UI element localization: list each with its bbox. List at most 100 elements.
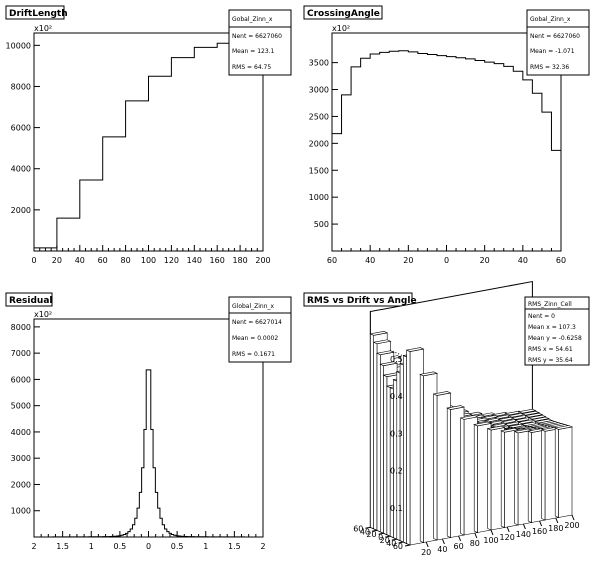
crossingangle-stats-name: Gobal_Zinn_x <box>530 16 571 23</box>
crossingangle-stats-box: Gobal_Zinn_x Nent = 6627060 Mean = -1.07… <box>526 9 590 76</box>
crossingangle-axes: 60 40 20 0 20 40 60 500 1000 1500 2000 2500 3000 3500 <box>309 59 566 265</box>
driftlength-title: DriftLength <box>9 9 68 19</box>
lego-bar-front <box>558 426 573 518</box>
crossingangle-x-tick-label: 40 <box>518 256 528 265</box>
residual-y-tick-label: 6000 <box>11 375 31 384</box>
lego-x-tick-label: 180 <box>548 524 563 533</box>
lego-bar-top <box>504 421 523 426</box>
crossingangle-y-tick-label: 1000 <box>309 193 329 202</box>
lego-bar-side <box>527 430 532 523</box>
lego-bar-side <box>389 387 394 539</box>
driftlength-stats-mean: Mean = 123.1 <box>232 48 275 55</box>
lego-x-tick-label: 160 <box>532 527 547 536</box>
lego-x-tick-label: 80 <box>470 539 480 548</box>
crossingangle-x-tick-label: 20 <box>480 256 490 265</box>
lego-bar-side <box>541 429 546 521</box>
lego-x-tick-label: 100 <box>483 536 498 545</box>
driftlength-y-tick-label: 2000 <box>11 206 31 215</box>
lego-z-tick-label: 0.3 <box>390 429 403 438</box>
lego-bar-side <box>386 385 391 537</box>
lego-x-tick-label: 40 <box>437 545 447 554</box>
lego-x-tick <box>506 526 510 533</box>
crossingangle-panel: CrossingAngle x10² 60 40 20 0 20 40 60 500 1000 1… <box>303 5 590 265</box>
residual-x-tick-label: 1.5 <box>56 542 69 551</box>
lego-z-tick-label: 0.2 <box>390 467 403 476</box>
driftlength-stats-box: Gobal_Zinn_x Nent = 6627060 Mean = 123.1… <box>228 9 292 76</box>
rms-lego-stats-name: RMS_Zinn_Cell <box>528 301 572 308</box>
lego-x-tick <box>474 532 478 539</box>
lego-bar-top <box>375 350 395 356</box>
lego-x-tick-label: 60 <box>454 542 464 551</box>
lego-x-tick <box>571 514 575 521</box>
driftlength-x-tick-label: 200 <box>255 256 270 265</box>
rms-lego-stats-mean-y: Mean y = -0.6258 <box>528 335 582 342</box>
lego-bar-top <box>486 425 506 431</box>
lego-bar-side <box>376 352 381 533</box>
lego-bar-side <box>460 417 465 536</box>
residual-x-tick-label: 1 <box>203 542 208 551</box>
driftlength-x-tick-label: 40 <box>75 256 85 265</box>
lego-bar-top <box>517 408 537 414</box>
lego-x-tick <box>441 538 445 545</box>
lego-bar-side <box>399 363 404 543</box>
lego-bar-side <box>554 427 559 518</box>
lego-x-tick <box>555 517 559 524</box>
lego-x-tick <box>490 529 494 536</box>
lego-bar-top <box>500 427 520 433</box>
lego-y-tick-label: 20 <box>380 536 390 545</box>
lego-bar-top <box>507 412 527 418</box>
driftlength-stats-entries: Nent = 6627060 <box>232 33 282 40</box>
lego-bar-top <box>513 428 533 434</box>
lego-y-tick <box>391 538 397 541</box>
lego-bar-top <box>540 427 560 432</box>
residual-title: Residual <box>9 296 52 306</box>
lego-bar-top <box>504 410 524 416</box>
lego-x-tick-label: 20 <box>421 548 431 557</box>
crossingangle-exponent: x10² <box>332 24 350 33</box>
crossingangle-histogram <box>331 50 562 251</box>
lego-bar-side <box>393 379 398 540</box>
residual-frame <box>33 318 264 538</box>
driftlength-x-tick-label: 160 <box>210 256 225 265</box>
driftlength-panel: DriftLength x10² 0 20 40 60 80 100 120 140 160 18… <box>5 5 292 265</box>
rms-lego-bars <box>369 331 574 546</box>
rms-lego-stats-rms-x: RMS x = 54.61 <box>528 346 573 353</box>
residual-y-tick-label: 8000 <box>11 323 31 332</box>
driftlength-title-box <box>5 5 65 20</box>
rms-lego-stats-rms-y: RMS y = 35.64 <box>528 357 573 364</box>
residual-x-tick-label: 2 <box>31 542 36 551</box>
driftlength-stats-rms: RMS = 64.75 <box>232 64 271 71</box>
rms-lego-title: RMS vs Drift vs Angle <box>307 296 417 306</box>
rms-lego-title-box <box>303 292 413 307</box>
lego-bar-side <box>403 355 408 544</box>
lego-bar-top <box>531 416 550 422</box>
residual-stats-rms: RMS = 0.1671 <box>232 351 275 358</box>
residual-y-tick-label: 1000 <box>11 507 31 516</box>
residual-stats-entries: Nent = 6627014 <box>232 319 282 326</box>
residual-stats-mean: Mean = 0.0002 <box>232 335 278 342</box>
residual-y-tick-label: 2000 <box>11 480 31 489</box>
rms-lego-stats-box: RMS_Zinn_Cell Nent = 0 Mean x = 107.3 Me… <box>524 296 590 366</box>
lego-bar-side <box>500 430 505 528</box>
residual-panel: Residual x10² 2 1.5 1 0.5 0 0.5 1 1.5 2 1000 2000 3… <box>5 292 292 551</box>
lego-y-tick-label: 40 <box>386 539 396 548</box>
crossingangle-x-tick-label: 20 <box>403 256 413 265</box>
lego-bar-side <box>433 393 438 541</box>
driftlength-exponent: x10² <box>34 24 52 33</box>
lego-bar-top <box>379 361 399 366</box>
lego-y-tick <box>378 532 384 535</box>
driftlength-x-tick-label: 100 <box>141 256 156 265</box>
lego-bar-top <box>432 391 452 396</box>
lego-bar-top <box>419 371 439 377</box>
lego-y-tick-label: 60 <box>353 524 363 533</box>
driftlength-frame <box>33 32 264 252</box>
lego-z-tick-label: 0.5 <box>390 355 403 364</box>
lego-bar-top <box>490 412 510 417</box>
lego-bar-side <box>373 341 378 531</box>
driftlength-x-tick-label: 120 <box>164 256 179 265</box>
lego-x-tick <box>425 541 429 548</box>
lego-bar-side <box>473 424 478 533</box>
lego-y-tick <box>404 544 411 547</box>
lego-y-tick <box>385 535 391 538</box>
